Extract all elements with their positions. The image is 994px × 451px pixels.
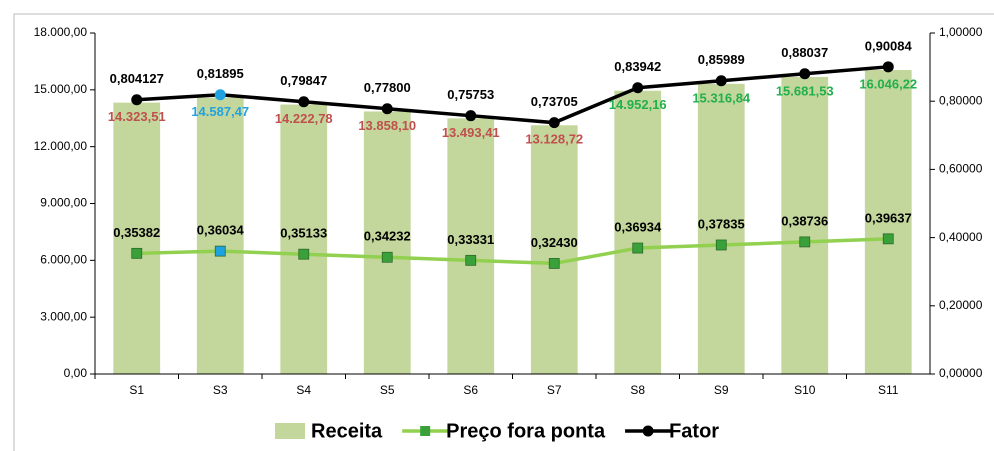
y-tick-label: 12.000,00 (34, 139, 88, 153)
data-label: 0,38736 (781, 213, 828, 228)
marker (381, 103, 393, 115)
bar (447, 118, 495, 374)
bar (363, 111, 411, 374)
data-label: 0,77800 (364, 80, 411, 95)
y-tick-label: 18.000,00 (34, 25, 88, 39)
bar (530, 125, 578, 374)
marker (632, 82, 644, 94)
data-label: 0,33331 (447, 232, 494, 247)
x-tick-label: S9 (714, 383, 729, 397)
marker (298, 96, 310, 108)
legend-swatch (275, 423, 305, 439)
line (136, 237, 889, 266)
y-tick-label: 0,00 (64, 366, 88, 380)
data-label: 0,34232 (364, 229, 411, 244)
data-label: 0,36034 (197, 223, 245, 238)
y2-tick-label: 0,20000 (939, 298, 983, 312)
y-tick-label: 9.000,00 (40, 196, 87, 210)
y2-tick-label: 0,40000 (939, 230, 983, 244)
marker (131, 94, 143, 106)
bar (196, 97, 244, 374)
data-label: 0,37835 (698, 216, 745, 231)
x-tick-label: S5 (380, 383, 395, 397)
data-label: 0,804127 (110, 71, 164, 86)
y2-tick-label: 0,00000 (939, 366, 983, 380)
x-tick-label: S8 (630, 383, 645, 397)
bar (113, 102, 161, 375)
bar (614, 90, 662, 375)
legend-marker (420, 426, 431, 436)
marker (381, 251, 393, 263)
marker (465, 254, 477, 266)
y2-tick-label: 0,80000 (939, 93, 983, 107)
x-tick-label: S11 (878, 383, 899, 397)
data-label: 0,85989 (698, 52, 745, 67)
y-tick-label: 3.000,00 (40, 309, 87, 323)
data-label: 0,90084 (865, 38, 913, 53)
marker (715, 75, 727, 87)
data-label: 0,39637 (865, 210, 912, 225)
bar (280, 104, 328, 374)
marker (131, 247, 143, 259)
data-label: 0,79847 (280, 73, 327, 88)
x-tick-label: S1 (129, 383, 144, 397)
data-label: 0,81895 (197, 66, 244, 81)
x-tick-label: S4 (296, 383, 311, 397)
data-label: 15.316,84 (692, 90, 751, 105)
marker (214, 89, 226, 101)
bar (697, 83, 745, 374)
marker (548, 117, 560, 129)
data-label: 15.681,53 (776, 83, 834, 98)
marker (882, 61, 894, 73)
marker (465, 110, 477, 122)
x-tick-label: S7 (547, 383, 562, 397)
data-label: 0,35382 (113, 225, 160, 240)
legend-label: Fator (669, 420, 719, 442)
data-label: 0,32430 (531, 235, 578, 250)
x-tick-label: S10 (794, 383, 816, 397)
data-label: 14.952,16 (609, 97, 667, 112)
data-label: 0,75753 (447, 87, 494, 102)
marker (632, 242, 644, 254)
legend-marker (642, 425, 654, 437)
marker (799, 68, 811, 80)
legend-label: Receita (311, 420, 383, 442)
x-tick-label: S6 (463, 383, 478, 397)
x-tick-label: S3 (213, 383, 228, 397)
y2-tick-label: 0,60000 (939, 162, 983, 176)
marker (882, 233, 894, 245)
data-label: 0,83942 (614, 59, 661, 74)
data-label: 13.493,41 (442, 125, 500, 140)
marker (214, 245, 226, 257)
marker (548, 258, 560, 269)
data-label: 16.046,22 (859, 76, 917, 91)
frame (13, 13, 994, 451)
y-tick-label: 15.000,00 (34, 82, 88, 96)
y-tick-label: 6.000,00 (40, 253, 87, 267)
data-label: 14.323,51 (108, 109, 166, 124)
marker (298, 248, 310, 260)
marker (715, 239, 727, 251)
data-label: 0,36934 (614, 219, 662, 234)
line (136, 65, 889, 125)
y2-tick-label: 1,00000 (939, 25, 983, 39)
data-label: 14.587,47 (191, 104, 249, 119)
marker (799, 236, 811, 248)
legend-label: Preço fora ponta (446, 420, 606, 442)
bar (781, 76, 829, 375)
data-label: 0,88037 (781, 45, 828, 60)
data-label: 0,35133 (280, 226, 327, 241)
data-label: 13.128,72 (525, 132, 583, 147)
data-label: 0,73705 (531, 94, 578, 109)
data-label: 14.222,78 (275, 111, 333, 126)
data-label: 13.858,10 (358, 118, 416, 133)
bar (864, 70, 912, 374)
